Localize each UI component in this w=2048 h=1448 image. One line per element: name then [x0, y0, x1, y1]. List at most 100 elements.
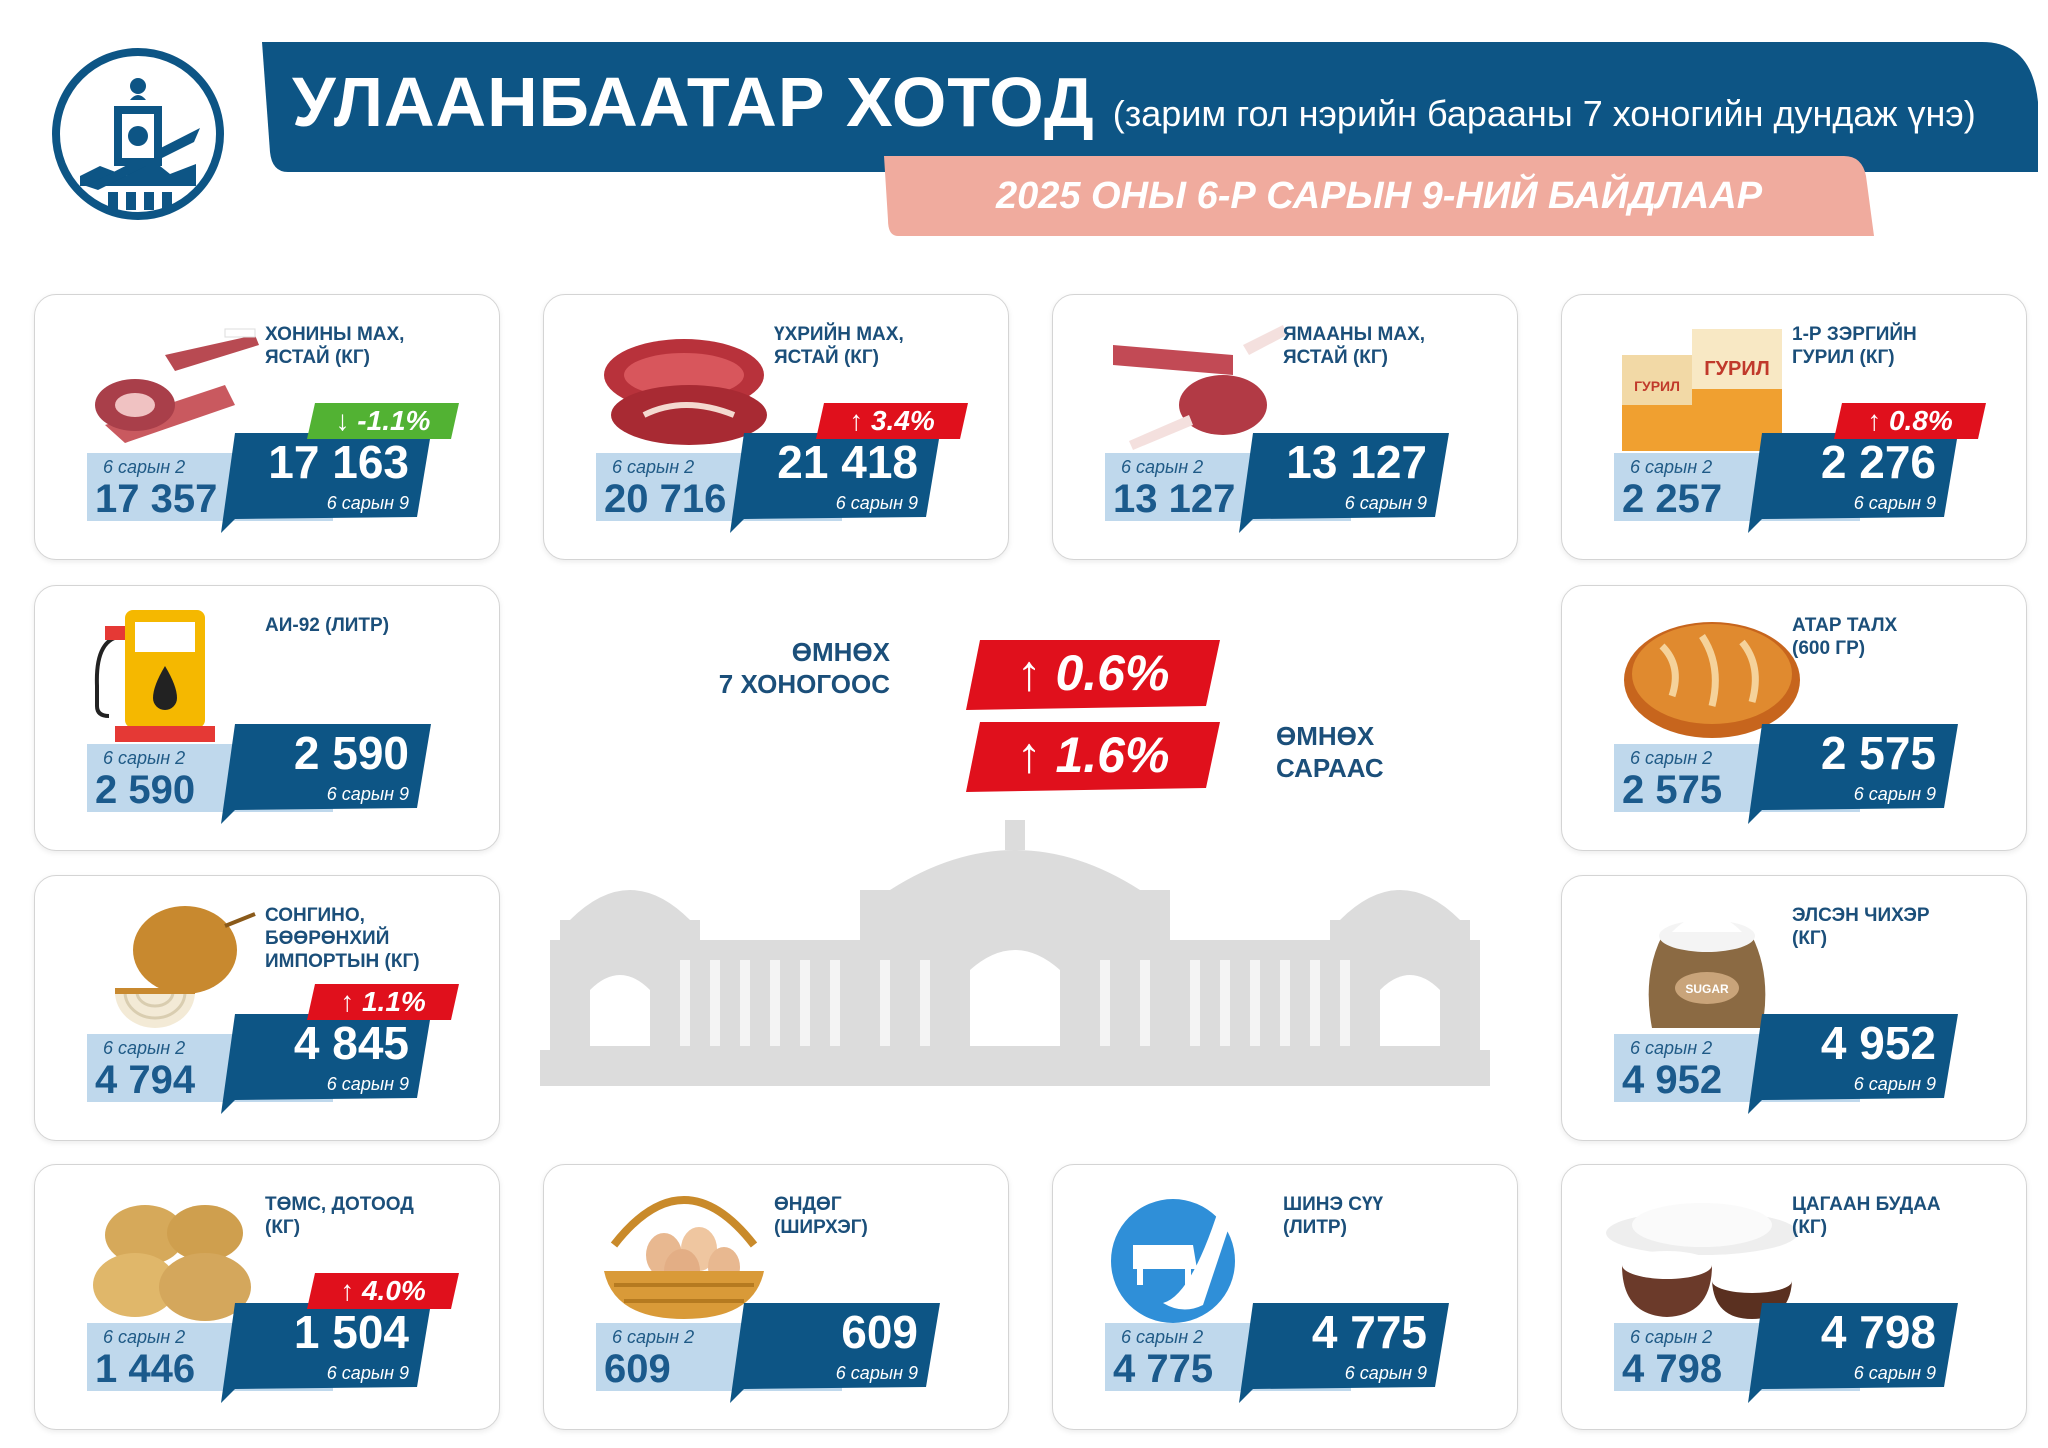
price-card: ҮХРИЙН МАХ, ЯСТАЙ (КГ) 6 сарын 2 20 716 … — [543, 294, 1009, 560]
item-name: ЯМААНЫ МАХ, ЯСТАЙ (КГ) — [1283, 324, 1426, 368]
current-price: 2 575 — [1820, 727, 1936, 779]
item-name: АИ-92 (ЛИТР) — [265, 615, 390, 636]
svg-text:ГУРИЛ: ГУРИЛ — [1634, 378, 1680, 394]
previous-price: 1 446 — [95, 1347, 196, 1391]
current-price-band — [1748, 1014, 1958, 1114]
soyombo-logo — [52, 48, 224, 220]
change-badge — [307, 403, 459, 439]
current-price: 4 775 — [1311, 1306, 1427, 1358]
previous-date-label: 6 сарын 2 — [1630, 1327, 1713, 1347]
month-change-badge — [966, 722, 1220, 792]
current-price: 21 418 — [777, 436, 918, 488]
egg-basket-icon — [584, 1185, 784, 1325]
current-price: 2 590 — [293, 727, 409, 779]
current-date-label: 6 сарын 9 — [1853, 493, 1936, 513]
current-price-band — [221, 1303, 431, 1403]
month-label: ӨМНӨХ САРААС — [1276, 721, 1384, 783]
price-card: ХОНИНЫ МАХ, ЯСТАЙ (КГ) 6 сарын 2 17 357 … — [34, 294, 500, 560]
current-date-label: 6 сарын 9 — [326, 1074, 409, 1094]
change-value: ↑ 1.1% — [340, 986, 426, 1017]
item-name: ЭЛСЭН ЧИХЭР (КГ) — [1792, 905, 1930, 949]
item-name: ҮХРИЙН МАХ, ЯСТАЙ (КГ) — [774, 324, 904, 368]
current-price: 4 798 — [1820, 1306, 1936, 1358]
current-date-label: 6 сарын 9 — [835, 1363, 918, 1383]
week-change-value: ↑ 0.6% — [1016, 645, 1170, 701]
current-date-label: 6 сарын 9 — [326, 784, 409, 804]
current-price-band — [1748, 433, 1958, 533]
goat-meat-icon — [1093, 315, 1293, 455]
current-price: 609 — [841, 1306, 918, 1358]
week-change-badge — [966, 640, 1220, 710]
previous-price: 17 357 — [95, 477, 218, 521]
report-date: 2025 ОНЫ 6-Р САРЫН 9-НИЙ БАЙДЛААР — [995, 174, 1763, 217]
flour-icon: ГУРИЛ ГУРИЛ — [1602, 315, 1802, 455]
previous-price: 2 257 — [1622, 477, 1723, 521]
previous-date-label: 6 сарын 2 — [103, 748, 186, 768]
price-card: ӨНДӨГ (ШИРХЭГ) 6 сарын 2 609 609 6 сарын… — [543, 1164, 1009, 1430]
item-name: СОНГИНО, БӨӨРӨНХИЙ ИМПОРТЫН (КГ) — [265, 905, 420, 972]
current-price: 1 504 — [293, 1306, 409, 1358]
milk-icon — [1093, 1185, 1293, 1325]
previous-price: 4 794 — [95, 1058, 196, 1102]
current-price-band — [221, 724, 431, 824]
change-value: ↑ 4.0% — [340, 1275, 426, 1306]
current-price: 13 127 — [1286, 436, 1427, 488]
page-subtitle: (зарим гол нэрийн барааны 7 хоногийн дун… — [1112, 93, 1976, 134]
current-price-band — [221, 433, 431, 533]
sugar-sack-icon: SUGAR — [1602, 896, 1802, 1036]
previous-date-label: 6 сарын 2 — [1630, 457, 1713, 477]
current-price-band — [730, 1303, 940, 1403]
date-band — [884, 156, 1874, 236]
current-date-label: 6 сарын 9 — [326, 1363, 409, 1383]
previous-date-label: 6 сарын 2 — [612, 1327, 695, 1347]
item-name: АТАР ТАЛХ (600 ГР) — [1792, 615, 1898, 659]
current-date-label: 6 сарын 9 — [1344, 493, 1427, 513]
week-label: ӨМНӨХ 7 ХОНОГООС — [718, 637, 890, 699]
rice-icon — [1602, 1185, 1802, 1325]
svg-text:ГУРИЛ: ГУРИЛ — [1704, 358, 1770, 380]
previous-date-label: 6 сарын 2 — [612, 457, 695, 477]
current-price: 4 952 — [1820, 1017, 1936, 1069]
bread-icon — [1602, 606, 1802, 746]
mutton-icon — [75, 315, 275, 455]
item-name: 1-Р ЗЭРГИЙН ГУРИЛ (КГ) — [1792, 324, 1917, 368]
previous-date-label: 6 сарын 2 — [1121, 1327, 1204, 1347]
item-name: ТӨМС, ДОТООД (КГ) — [265, 1194, 414, 1238]
price-card: ЯМААНЫ МАХ, ЯСТАЙ (КГ) 6 сарын 2 13 127 … — [1052, 294, 1518, 560]
previous-price: 2 575 — [1622, 768, 1723, 812]
beef-icon — [584, 315, 784, 455]
page-title: УЛААНБААТАР ХОТОД — [292, 63, 1095, 141]
previous-price: 609 — [604, 1347, 671, 1391]
current-price-band — [221, 1014, 431, 1114]
current-date-label: 6 сарын 9 — [1853, 784, 1936, 804]
price-card: ЦАГААН БУДАА (КГ) 6 сарын 2 4 798 4 798 … — [1561, 1164, 2027, 1430]
fuel-pump-icon — [75, 606, 275, 746]
previous-price: 13 127 — [1113, 477, 1236, 521]
change-badge — [816, 403, 968, 439]
current-price-band — [730, 433, 940, 533]
item-name: ЦАГААН БУДАА (КГ) — [1792, 1194, 1941, 1238]
current-price-band — [1239, 1303, 1449, 1403]
government-palace-icon — [540, 820, 1490, 1086]
previous-price: 4 798 — [1622, 1347, 1723, 1391]
previous-date-label: 6 сарын 2 — [1630, 1038, 1713, 1058]
price-card: SUGAR ЭЛСЭН ЧИХЭР (КГ) 6 сарын 2 4 952 4… — [1561, 875, 2027, 1141]
previous-price: 4 952 — [1622, 1058, 1723, 1102]
current-date-label: 6 сарын 9 — [1344, 1363, 1427, 1383]
svg-text:SUGAR: SUGAR — [1685, 982, 1729, 996]
current-date-label: 6 сарын 9 — [326, 493, 409, 513]
previous-date-label: 6 сарын 2 — [103, 1038, 186, 1058]
current-price-band — [1748, 1303, 1958, 1403]
title-row: УЛААНБААТАР ХОТОД (зарим гол нэрийн бара… — [292, 62, 1976, 152]
change-badge — [1834, 403, 1986, 439]
change-value: ↑ 3.4% — [849, 405, 935, 436]
month-change-value: ↑ 1.6% — [1016, 727, 1170, 783]
price-card: ТӨМС, ДОТООД (КГ) 6 сарын 2 1 446 1 504 … — [34, 1164, 500, 1430]
current-price-band — [1748, 724, 1958, 824]
price-card: АИ-92 (ЛИТР) 6 сарын 2 2 590 2 590 6 сар… — [34, 585, 500, 851]
previous-date-label: 6 сарын 2 — [103, 1327, 186, 1347]
price-card: СОНГИНО, БӨӨРӨНХИЙ ИМПОРТЫН (КГ) 6 сарын… — [34, 875, 500, 1141]
previous-price: 2 590 — [95, 768, 196, 812]
item-name: ӨНДӨГ (ШИРХЭГ) — [774, 1194, 868, 1238]
title-band — [262, 42, 2038, 172]
